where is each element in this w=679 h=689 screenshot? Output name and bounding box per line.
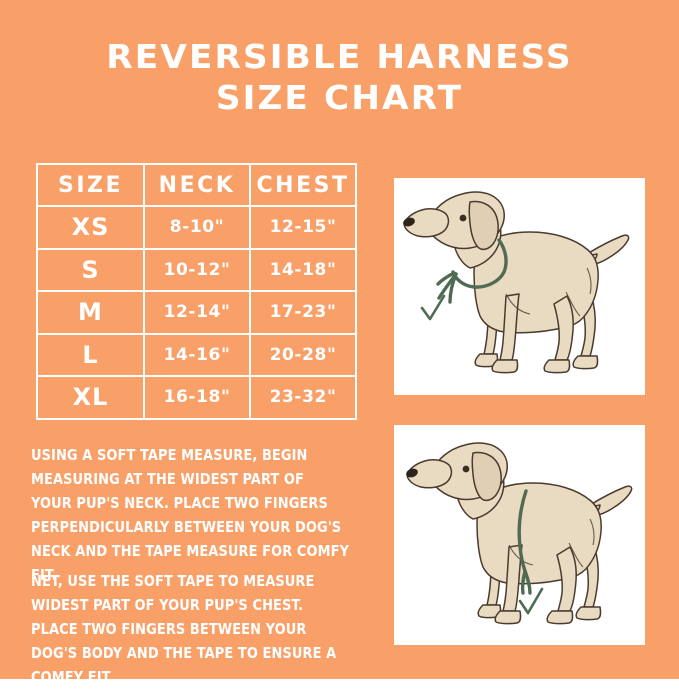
cell-size: XS: [36, 205, 145, 250]
cell-neck: 12-14": [143, 290, 251, 335]
column-header-neck: NECK: [143, 163, 251, 207]
cell-neck: 14-16": [143, 332, 251, 377]
checkmark-icon: [518, 587, 544, 615]
measuring-tape-chest: [517, 489, 532, 595]
cell-chest: 20-28": [249, 332, 357, 377]
dog-nose-chest: [406, 468, 418, 478]
table-header-row: SIZE NECK CHEST: [36, 163, 357, 207]
cell-size: XL: [36, 375, 145, 420]
cell-chest: 12-15": [249, 205, 357, 250]
dog-neck-measurement-illustration: [394, 178, 645, 395]
cell-size: S: [36, 247, 145, 292]
cell-neck: 8-10": [143, 205, 251, 250]
dog-nose-neck: [403, 217, 415, 227]
dog-chest-measurement-illustration: [394, 425, 645, 645]
title-line-2: Size Chart: [215, 78, 464, 117]
cell-neck: 16-18": [143, 375, 251, 420]
title-line-1: Reversible Harness: [106, 37, 573, 76]
cell-chest: 23-32": [249, 375, 357, 420]
size-chart-table: SIZE NECK CHEST XS 8-10" 12-15" S 10-12"…: [36, 163, 357, 420]
cell-size: L: [36, 332, 145, 377]
cell-neck: 10-12": [143, 247, 251, 292]
neck-measuring-instructions: Using a soft tape measure, begin measuri…: [31, 446, 350, 584]
dog-figure-neck: [403, 191, 630, 374]
table-row: XL 16-18" 23-32": [36, 375, 357, 420]
chest-measuring-instructions: Net, use the soft tape to measure widest…: [31, 572, 337, 686]
column-header-chest: CHEST: [249, 163, 357, 207]
dog-chest-illustration-svg: [406, 442, 633, 625]
cell-chest: 17-23": [249, 290, 357, 335]
dog-body-contours-neck: [505, 267, 592, 317]
checkmark-icon: [420, 294, 446, 321]
measuring-tape-neck: [436, 238, 508, 304]
cell-chest: 14-18": [249, 247, 357, 292]
dog-body-contours-chest: [508, 518, 595, 568]
column-header-size: SIZE: [36, 163, 145, 207]
dog-eye-neck: [459, 214, 467, 222]
table-row: S 10-12" 14-18": [36, 247, 357, 292]
table-row: XS 8-10" 12-15": [36, 205, 357, 250]
dog-eye-chest: [462, 465, 470, 473]
dog-figure-chest: [406, 442, 633, 625]
page-title: Reversible Harness Size Chart: [0, 36, 679, 118]
cell-size: M: [36, 290, 145, 335]
table-row: L 14-16" 20-28": [36, 332, 357, 377]
table-row: M 12-14" 17-23": [36, 290, 357, 335]
dog-neck-illustration-svg: [403, 191, 630, 374]
